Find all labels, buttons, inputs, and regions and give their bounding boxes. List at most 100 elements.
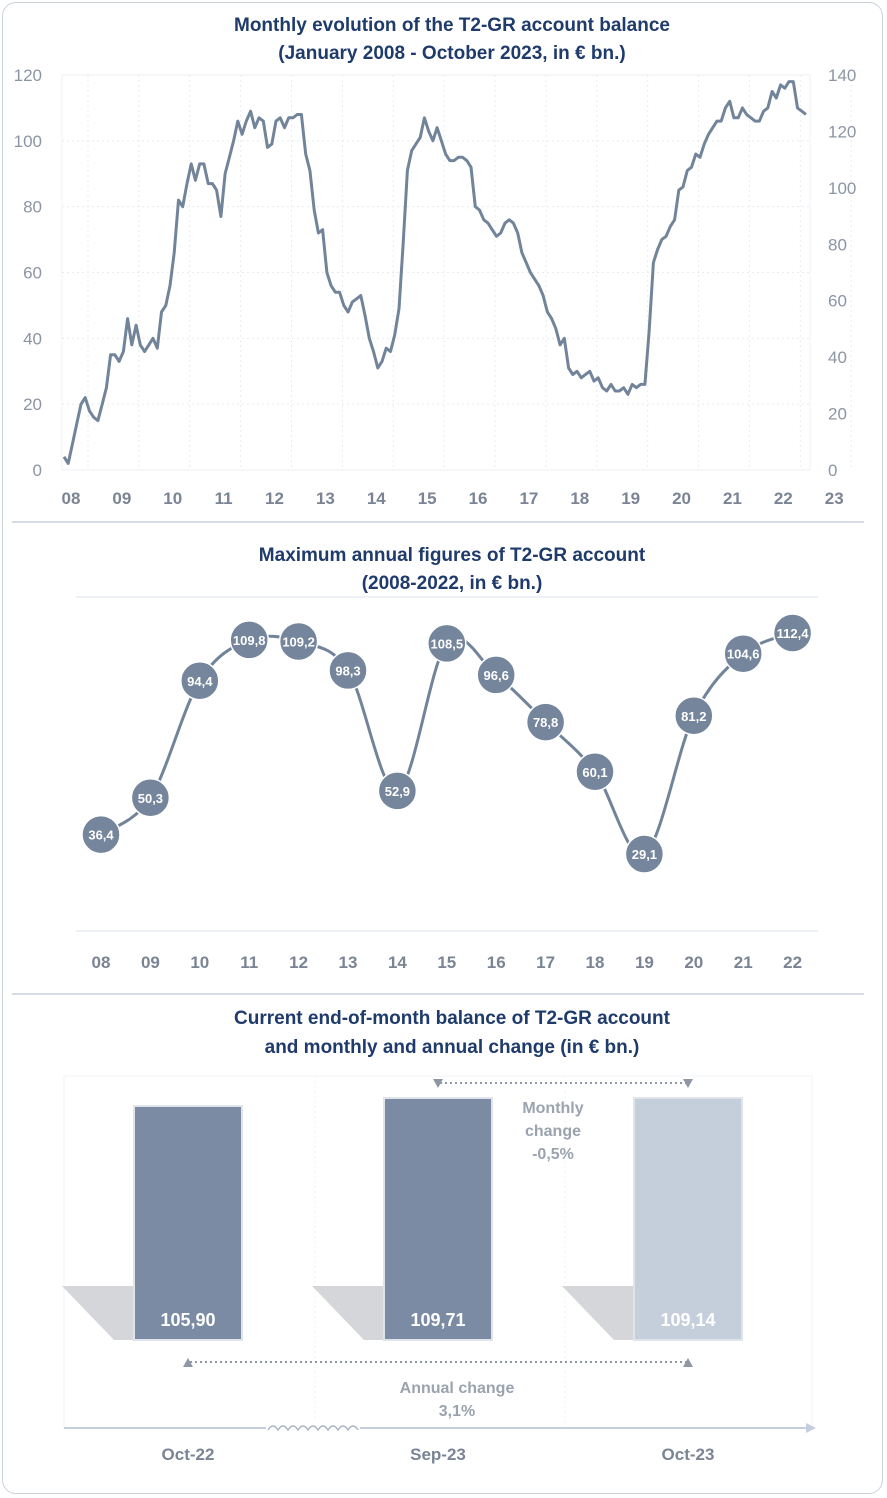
chart1-x-tick: 18 [570,489,589,508]
chart2-point-label: 108,5 [431,636,464,651]
chart2-point [180,661,220,701]
chart1-x-tick: 22 [774,489,793,508]
chart1-y-right-tick: 80 [828,235,847,254]
chart1-y-left-tick: 60 [23,264,42,283]
chart1-x-tick: 21 [723,489,742,508]
chart2-x-tick: 11 [240,953,258,972]
monthly-arrow-head-right [683,1079,693,1088]
chart1-x-tick: 20 [672,489,691,508]
chart2-point-label: 60,1 [582,765,607,780]
chart2-point-label: 109,2 [282,634,315,649]
chart2-point [624,834,665,874]
axis-break-squiggle [267,1425,359,1432]
chart1-y-right-tick: 140 [828,66,856,85]
chart3-bar [383,1097,493,1341]
chart2-point [278,621,319,662]
axis-break-mask [266,1421,360,1435]
chart1-x-tick: 14 [367,489,386,508]
chart1-x-tick: 15 [418,489,437,508]
chart1-y-right-tick: 120 [828,122,856,141]
chart2-point [772,613,813,653]
annual-max-chart: Maximum annual figures of T2-GR account (… [76,545,818,972]
chart1-y-right-tick: 100 [828,179,856,198]
chart3-bar-shadow [562,1286,634,1340]
chart3-x-tick: Oct-22 [162,1445,215,1464]
chart3-x-tick: Oct-23 [662,1445,715,1464]
monthly-change-text: -0,5% [532,1146,574,1163]
chart1-y-right-tick: 20 [828,405,847,424]
chart1-y-left-tick: 0 [33,461,42,480]
chart1-x-tick: 23 [825,489,844,508]
chart1-x-tick: 12 [265,489,284,508]
chart1-y-left-tick: 120 [14,66,42,85]
chart2-x-tick: 22 [783,953,802,972]
chart1-y-left-tick: 40 [23,329,42,348]
chart2-x-tick: 18 [586,953,605,972]
chart3-bar-label: 105,90 [160,1310,215,1330]
chart2-point-label: 94,4 [187,674,213,689]
chart1-y-left-tick: 20 [23,395,42,414]
chart1-x-tick: 11 [215,489,233,508]
monthly-change-text: change [525,1123,581,1140]
chart1-y-right-tick: 60 [828,292,847,311]
chart2-point-label: 52,9 [385,784,410,799]
chart2-point-label: 109,8 [233,633,266,648]
chart1-y-left-tick: 80 [23,198,42,217]
balance-bar-chart: Current end-of-month balance of T2-GR ac… [62,1008,816,1464]
chart3-bar [133,1105,243,1341]
chart2-x-tick: 16 [487,953,506,972]
chart1-title-line1: Monthly evolution of the T2-GR account b… [234,15,670,36]
chart3-bar-shadow [312,1286,384,1340]
chart2-point-label: 29,1 [632,847,657,862]
chart1-y-left-tick: 100 [14,132,42,151]
chart2-point-label: 98,3 [335,663,360,678]
chart1-y-right-tick: 40 [828,348,847,367]
annual-arrow-head-left [183,1358,193,1367]
chart3-bar-shadow [62,1286,134,1340]
chart3-bar-label: 109,14 [660,1310,715,1330]
monthly-change-text: Monthly [522,1100,583,1117]
chart2-x-tick: 15 [437,953,456,972]
chart1-x-tick: 17 [519,489,538,508]
chart1-y-right-tick: 0 [828,461,837,480]
chart3-bar [633,1097,743,1341]
chart2-point [130,778,171,818]
chart2-x-tick: 20 [684,953,703,972]
chart3-bar-label: 109,71 [410,1310,465,1330]
chart2-x-tick: 12 [289,953,308,972]
chart1-x-tick: 08 [62,489,81,508]
chart2-x-tick: 14 [388,953,407,972]
annual-change-text: 3,1% [439,1403,475,1420]
chart2-x-tick: 19 [635,953,654,972]
chart2-point [525,702,566,742]
chart1-series-line [62,80,807,465]
chart2-point [575,752,615,792]
chart2-point [427,623,467,664]
chart3-x-tick: Sep-23 [410,1445,466,1464]
chart2-point [674,696,714,736]
chart2-x-tick: 17 [536,953,555,972]
chart1-x-tick: 16 [469,489,488,508]
chart3-title-line1: Current end-of-month balance of T2-GR ac… [234,1008,671,1029]
chart1-x-tick: 10 [163,489,182,508]
chart2-x-tick: 10 [190,953,209,972]
chart2-point [229,620,269,660]
monthly-line-chart: Monthly evolution of the T2-GR account b… [14,15,857,508]
chart2-point [377,771,418,811]
annual-change-text: Annual change [400,1380,515,1397]
monthly-arrow-head-left [433,1079,443,1088]
chart2-point-label: 104,6 [727,647,760,662]
chart2-point [476,655,516,695]
chart1-x-tick: 09 [112,489,131,508]
chart2-point-label: 36,4 [88,828,114,843]
chart1-plot-area [61,74,811,471]
chart2-x-tick: 21 [734,953,753,972]
chart2-x-tick: 13 [339,953,358,972]
chart2-point-label: 50,3 [138,791,163,806]
chart2-point-label: 78,8 [533,715,558,730]
chart1-title-line2: (January 2008 - October 2023, in € bn.) [278,43,625,64]
chart2-point [81,814,121,855]
chart2-point [328,650,368,691]
chart1-x-tick: 13 [316,489,335,508]
